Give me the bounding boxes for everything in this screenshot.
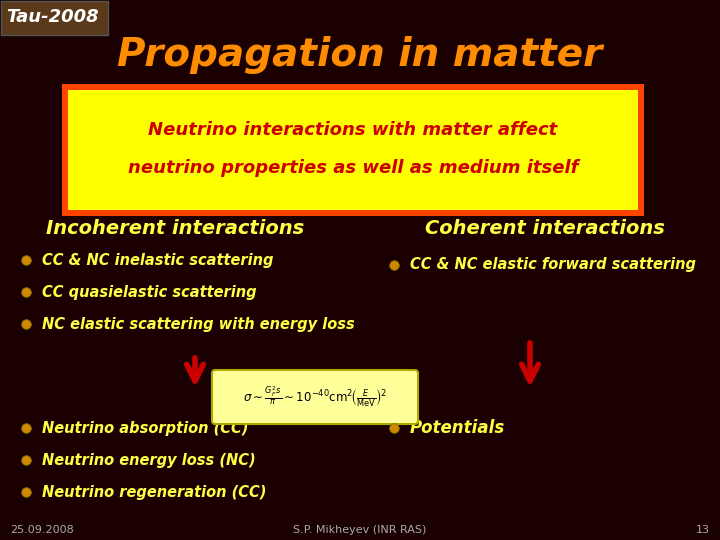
Text: NC elastic scattering with energy loss: NC elastic scattering with energy loss <box>42 316 355 332</box>
Text: S.P. Mikheyev (INR RAS): S.P. Mikheyev (INR RAS) <box>293 525 427 535</box>
Text: Neutrino regeneration (CC): Neutrino regeneration (CC) <box>42 484 266 500</box>
Text: 13: 13 <box>696 525 710 535</box>
FancyBboxPatch shape <box>212 370 418 424</box>
Text: $\sigma {\sim} \frac{G_F^2 s}{\pi} {\sim} 10^{-40}\mathrm{cm}^2\!\left(\frac{E}{: $\sigma {\sim} \frac{G_F^2 s}{\pi} {\sim… <box>243 385 387 409</box>
Text: Potentials: Potentials <box>410 419 505 437</box>
Text: Tau-2008: Tau-2008 <box>6 8 99 26</box>
Bar <box>62 84 644 216</box>
Text: Propagation in matter: Propagation in matter <box>117 36 603 74</box>
Text: Neutrino energy loss (NC): Neutrino energy loss (NC) <box>42 453 256 468</box>
Text: CC & NC inelastic scattering: CC & NC inelastic scattering <box>42 253 274 267</box>
Text: Neutrino interactions with matter affect: Neutrino interactions with matter affect <box>148 121 557 139</box>
Text: Incoherent interactions: Incoherent interactions <box>46 219 304 238</box>
Text: CC & NC elastic forward scattering: CC & NC elastic forward scattering <box>410 258 696 273</box>
Bar <box>68 90 638 210</box>
Text: CC quasielastic scattering: CC quasielastic scattering <box>42 285 256 300</box>
Text: neutrino properties as well as medium itself: neutrino properties as well as medium it… <box>127 159 578 177</box>
Text: 25.09.2008: 25.09.2008 <box>10 525 73 535</box>
FancyBboxPatch shape <box>1 1 108 35</box>
Text: Neutrino absorption (CC): Neutrino absorption (CC) <box>42 421 248 435</box>
Text: Coherent interactions: Coherent interactions <box>425 219 665 238</box>
